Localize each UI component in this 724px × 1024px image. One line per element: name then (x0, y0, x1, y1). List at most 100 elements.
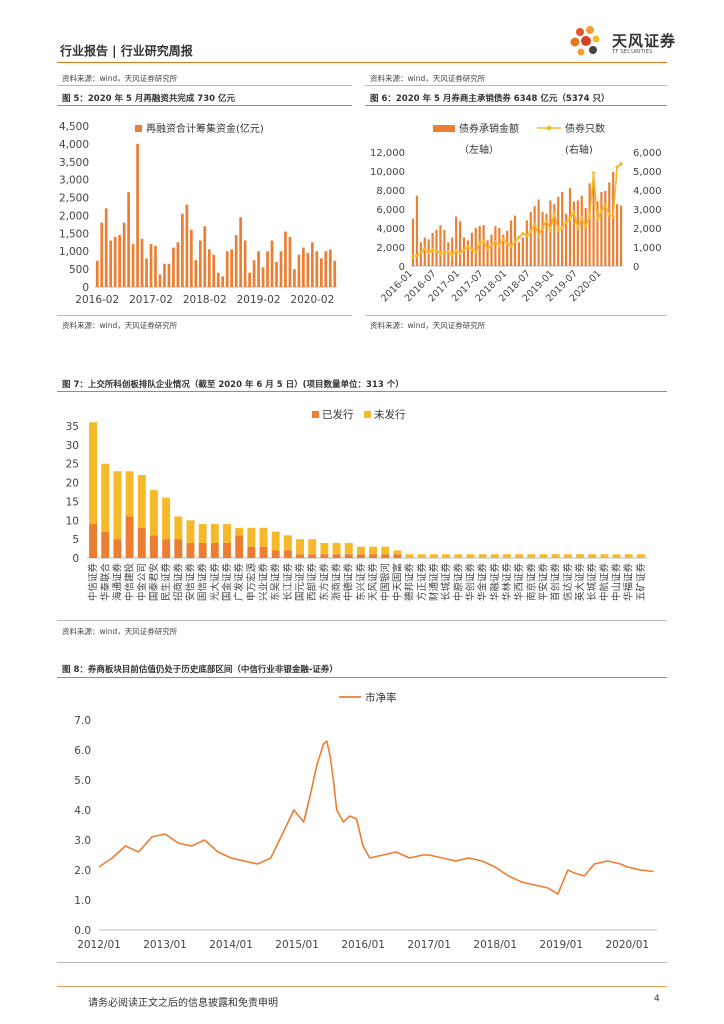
bar-pending (271, 531, 280, 551)
x-tick-label: 长城证券 (586, 563, 598, 602)
legend-label: 未发行 (374, 408, 406, 421)
x-tick-label: 信达证券 (562, 563, 574, 602)
bar (122, 222, 126, 287)
bar-issued (113, 539, 122, 558)
bar (604, 190, 607, 266)
bar-pending (393, 550, 402, 555)
fig6-chart: 0 2,000 4,000 6,000 8,000 10,000 12,000 0 1,000 2… (370, 122, 662, 304)
bar-pending (490, 554, 499, 558)
x-tick-label: 广发证券 (233, 563, 245, 602)
bar-issued (137, 527, 146, 558)
bar-pending (186, 520, 195, 543)
bar-pending (247, 527, 256, 547)
bar-pending (320, 542, 329, 555)
x-tick-label: 五矿证券 (635, 563, 647, 602)
fig8-chart: 0.0 1.0 2.0 3.0 4.0 5.0 6.0 7.0 2012/01 2013/01 20… (74, 691, 657, 951)
x-tick-label: 2017/01 (407, 939, 451, 951)
x-tick-label: 华金证券 (477, 563, 489, 602)
bar-pending (356, 546, 365, 555)
bar-pending (137, 475, 146, 528)
y-left-tick-label: 4,000 (376, 224, 405, 235)
line-marker (504, 241, 510, 246)
bar (525, 220, 528, 266)
bar (443, 229, 446, 266)
divider (365, 315, 667, 316)
x-tick-label: 2017-02 (129, 294, 173, 306)
legend-axis-note: （左轴） (459, 143, 499, 156)
line-marker (414, 253, 420, 258)
bar (266, 251, 269, 287)
x-tick-label: 民生证券 (160, 563, 172, 602)
bar (243, 240, 247, 287)
bar (252, 260, 256, 287)
bar (423, 237, 426, 266)
bar (619, 205, 623, 266)
fig6-title-rule (365, 105, 667, 106)
x-tick-label: 2013/01 (143, 939, 187, 951)
y-right-tick-label: 5,000 (633, 167, 662, 178)
bar-issued (332, 554, 341, 558)
legend-label: 再融资合计筹集资金(亿元) (146, 122, 264, 135)
y-right-tick-label: 6,000 (633, 148, 662, 159)
line-marker (477, 241, 482, 246)
bar (225, 251, 229, 287)
x-tick-label: 光大证券 (209, 563, 221, 602)
bar (261, 267, 265, 287)
x-tick-label: 申万宏源 (245, 563, 257, 602)
bar (435, 229, 438, 266)
y-tick-label: 0.0 (74, 925, 91, 937)
legend-marker (546, 125, 552, 131)
bar (311, 242, 314, 287)
y-tick-label: 5.0 (74, 775, 91, 787)
bar (104, 208, 108, 287)
line-marker (489, 242, 494, 248)
bar-pending (563, 554, 572, 558)
line-marker (591, 170, 596, 176)
bar (149, 244, 153, 287)
bar-issued (235, 535, 244, 558)
bar-pending (478, 554, 487, 558)
divider (57, 962, 667, 963)
bar (158, 274, 162, 287)
header-divider (57, 62, 667, 63)
fig7-source: 资料来源：wind，天风证券研究所 (62, 627, 178, 636)
bar-issued (89, 524, 98, 558)
bar (203, 226, 207, 287)
series-line (98, 740, 654, 895)
bar-pending (210, 524, 219, 543)
x-tick-label: 2020-02 (290, 294, 334, 306)
y-right-tick-label: 0 (633, 262, 639, 273)
bar (284, 231, 287, 287)
line-marker (501, 237, 506, 242)
bar (239, 217, 242, 287)
legend-swatch (433, 125, 455, 132)
x-tick-label: 中航证券 (598, 563, 610, 602)
y-tick-label: 7.0 (74, 715, 91, 727)
bar-pending (551, 554, 560, 558)
bar-issued (174, 539, 183, 558)
fig5-title-rule (57, 105, 352, 106)
bar-pending (162, 497, 171, 540)
x-tick-label: 中金公司 (136, 563, 148, 601)
source-note-top-left: 资料来源：wind，天风证券研究所 (62, 74, 178, 83)
x-tick-label: 2018-02 (183, 294, 227, 306)
bar-pending (442, 554, 451, 558)
line-marker (493, 240, 498, 245)
bar-pending (296, 539, 304, 555)
bar (415, 195, 418, 266)
y-tick-label: 15 (66, 496, 79, 508)
x-tick-label: 东吴证券 (270, 563, 282, 602)
line-marker (461, 247, 467, 253)
bar (490, 234, 493, 266)
y-tick-label: 25 (66, 459, 79, 471)
line-marker (430, 247, 435, 253)
fig6-source: 资料来源：wind，天风证券研究所 (370, 321, 486, 330)
bar (592, 180, 595, 266)
bar (306, 253, 310, 287)
bar (568, 188, 572, 266)
bar-issued (198, 542, 207, 558)
bar (176, 242, 180, 287)
bar-issued (296, 554, 304, 558)
bar (486, 240, 489, 266)
x-tick-label: 2019/01 (539, 939, 583, 951)
